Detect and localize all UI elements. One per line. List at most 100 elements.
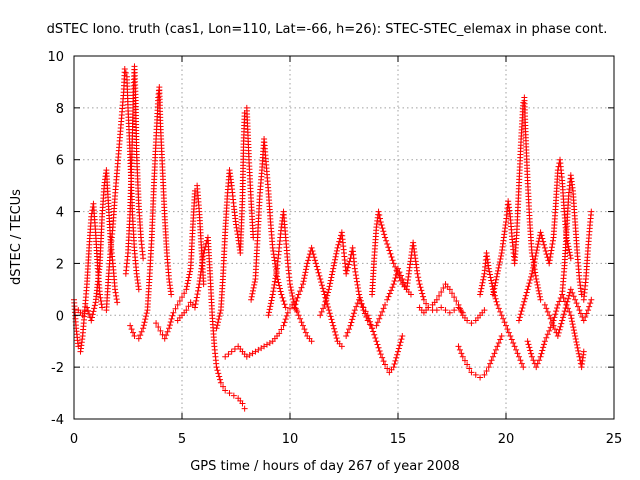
data-point [528, 273, 535, 280]
data-point [575, 303, 581, 310]
data-point [416, 281, 423, 288]
data-point [458, 350, 465, 357]
data-point [318, 279, 325, 286]
data-point [249, 290, 256, 297]
data-point [518, 360, 525, 367]
data-point [321, 291, 328, 298]
data-point [346, 326, 353, 333]
data-point [302, 269, 309, 276]
data-point [294, 294, 301, 301]
data-point [569, 321, 576, 328]
data-point [531, 258, 538, 265]
data-point [384, 365, 391, 372]
data-point [269, 291, 276, 298]
data-point [266, 306, 273, 313]
data-point [276, 330, 283, 337]
data-point [548, 244, 555, 251]
data-point [560, 295, 567, 301]
data-point [521, 298, 528, 305]
data-point [417, 284, 424, 291]
data-point [533, 364, 540, 371]
data-point [555, 329, 562, 336]
data-point [551, 326, 558, 333]
data-point [456, 346, 463, 353]
data-point [451, 294, 458, 301]
data-point [552, 311, 559, 318]
data-point [520, 364, 527, 371]
data-point [163, 332, 170, 339]
data-point [216, 313, 223, 320]
data-point [517, 357, 524, 364]
data-point [522, 292, 529, 299]
data-point [550, 322, 557, 329]
data-point [392, 274, 399, 281]
data-point [496, 258, 503, 265]
data-point [170, 309, 177, 316]
data-point [121, 65, 128, 72]
data-point [399, 275, 406, 282]
data-point [336, 238, 343, 245]
data-point [353, 275, 360, 282]
data-point [566, 292, 573, 299]
data-point [510, 339, 517, 346]
data-point [271, 278, 278, 285]
data-point [395, 348, 401, 355]
data-point [551, 314, 558, 321]
data-point [267, 300, 274, 307]
data-point [327, 277, 334, 284]
data-point [438, 288, 445, 295]
data-point [377, 351, 384, 358]
data-point [414, 270, 421, 277]
y-tick-label: 0 [56, 309, 64, 324]
data-point [540, 344, 547, 351]
data-point [567, 286, 574, 293]
y-tick-label: 2 [56, 257, 64, 272]
data-point [350, 313, 357, 320]
data-point [113, 296, 120, 303]
data-point [373, 322, 380, 329]
data-point [217, 376, 224, 383]
data-point [468, 320, 475, 327]
data-point [396, 269, 403, 276]
data-point [527, 347, 534, 354]
data-point [472, 371, 479, 378]
data-point [415, 274, 422, 281]
data-point [493, 298, 500, 305]
data-point [96, 291, 103, 298]
data-point [370, 328, 377, 335]
data-point [185, 274, 192, 281]
data-point [464, 361, 471, 368]
data-point [299, 322, 306, 329]
data-point [565, 295, 572, 302]
data-point [140, 255, 147, 262]
data-point [329, 268, 336, 275]
data-point [231, 345, 238, 352]
data-point [394, 351, 401, 358]
data-point [541, 341, 548, 348]
plot-frame [73, 55, 615, 420]
data-point [282, 304, 289, 311]
data-point [360, 304, 367, 311]
data-point [89, 314, 95, 321]
data-point [333, 250, 340, 257]
data-point [301, 275, 308, 282]
data-point [302, 329, 309, 336]
data-point [572, 333, 579, 340]
data-point [486, 271, 493, 278]
data-point [287, 284, 294, 291]
data-point [389, 284, 396, 291]
x-axis-label: GPS time / hours of day 267 of year 2008 [190, 459, 460, 474]
data-point [278, 326, 285, 333]
data-point [290, 295, 297, 302]
data-point [350, 310, 357, 317]
data-point [81, 308, 88, 315]
data-point [546, 312, 553, 319]
data-point [562, 305, 569, 312]
data-point [328, 274, 335, 281]
data-point [586, 303, 593, 310]
data-point [79, 312, 86, 319]
data-point [541, 338, 548, 345]
data-point [85, 307, 92, 314]
data-point [390, 281, 397, 288]
data-point [514, 350, 521, 357]
